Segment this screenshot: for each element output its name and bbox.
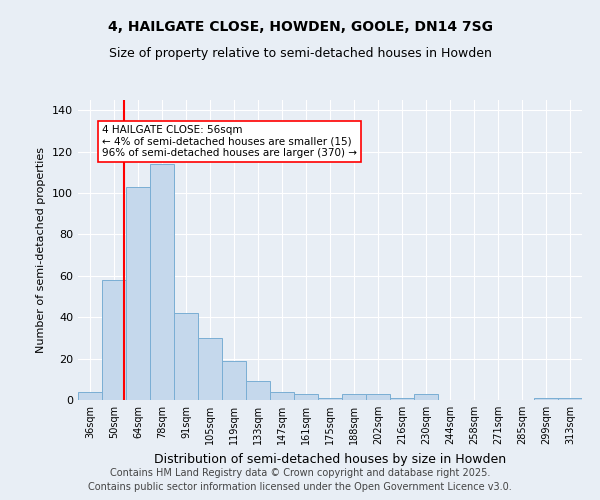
Bar <box>414 394 438 400</box>
Bar <box>534 398 558 400</box>
Bar <box>78 392 102 400</box>
Bar <box>174 313 198 400</box>
Bar <box>102 280 126 400</box>
Bar <box>126 187 150 400</box>
Text: 4, HAILGATE CLOSE, HOWDEN, GOOLE, DN14 7SG: 4, HAILGATE CLOSE, HOWDEN, GOOLE, DN14 7… <box>107 20 493 34</box>
Text: 4 HAILGATE CLOSE: 56sqm
← 4% of semi-detached houses are smaller (15)
96% of sem: 4 HAILGATE CLOSE: 56sqm ← 4% of semi-det… <box>102 125 357 158</box>
Bar <box>150 164 174 400</box>
Text: Size of property relative to semi-detached houses in Howden: Size of property relative to semi-detach… <box>109 48 491 60</box>
Text: Contains HM Land Registry data © Crown copyright and database right 2025.: Contains HM Land Registry data © Crown c… <box>110 468 490 477</box>
Bar <box>366 394 390 400</box>
Bar <box>270 392 294 400</box>
Y-axis label: Number of semi-detached properties: Number of semi-detached properties <box>37 147 46 353</box>
Bar <box>390 398 414 400</box>
Bar <box>318 398 342 400</box>
Text: Contains public sector information licensed under the Open Government Licence v3: Contains public sector information licen… <box>88 482 512 492</box>
Bar <box>558 398 582 400</box>
X-axis label: Distribution of semi-detached houses by size in Howden: Distribution of semi-detached houses by … <box>154 452 506 466</box>
Bar <box>294 394 318 400</box>
Bar <box>222 360 246 400</box>
Bar <box>342 394 366 400</box>
Bar <box>198 338 222 400</box>
Bar <box>246 382 270 400</box>
